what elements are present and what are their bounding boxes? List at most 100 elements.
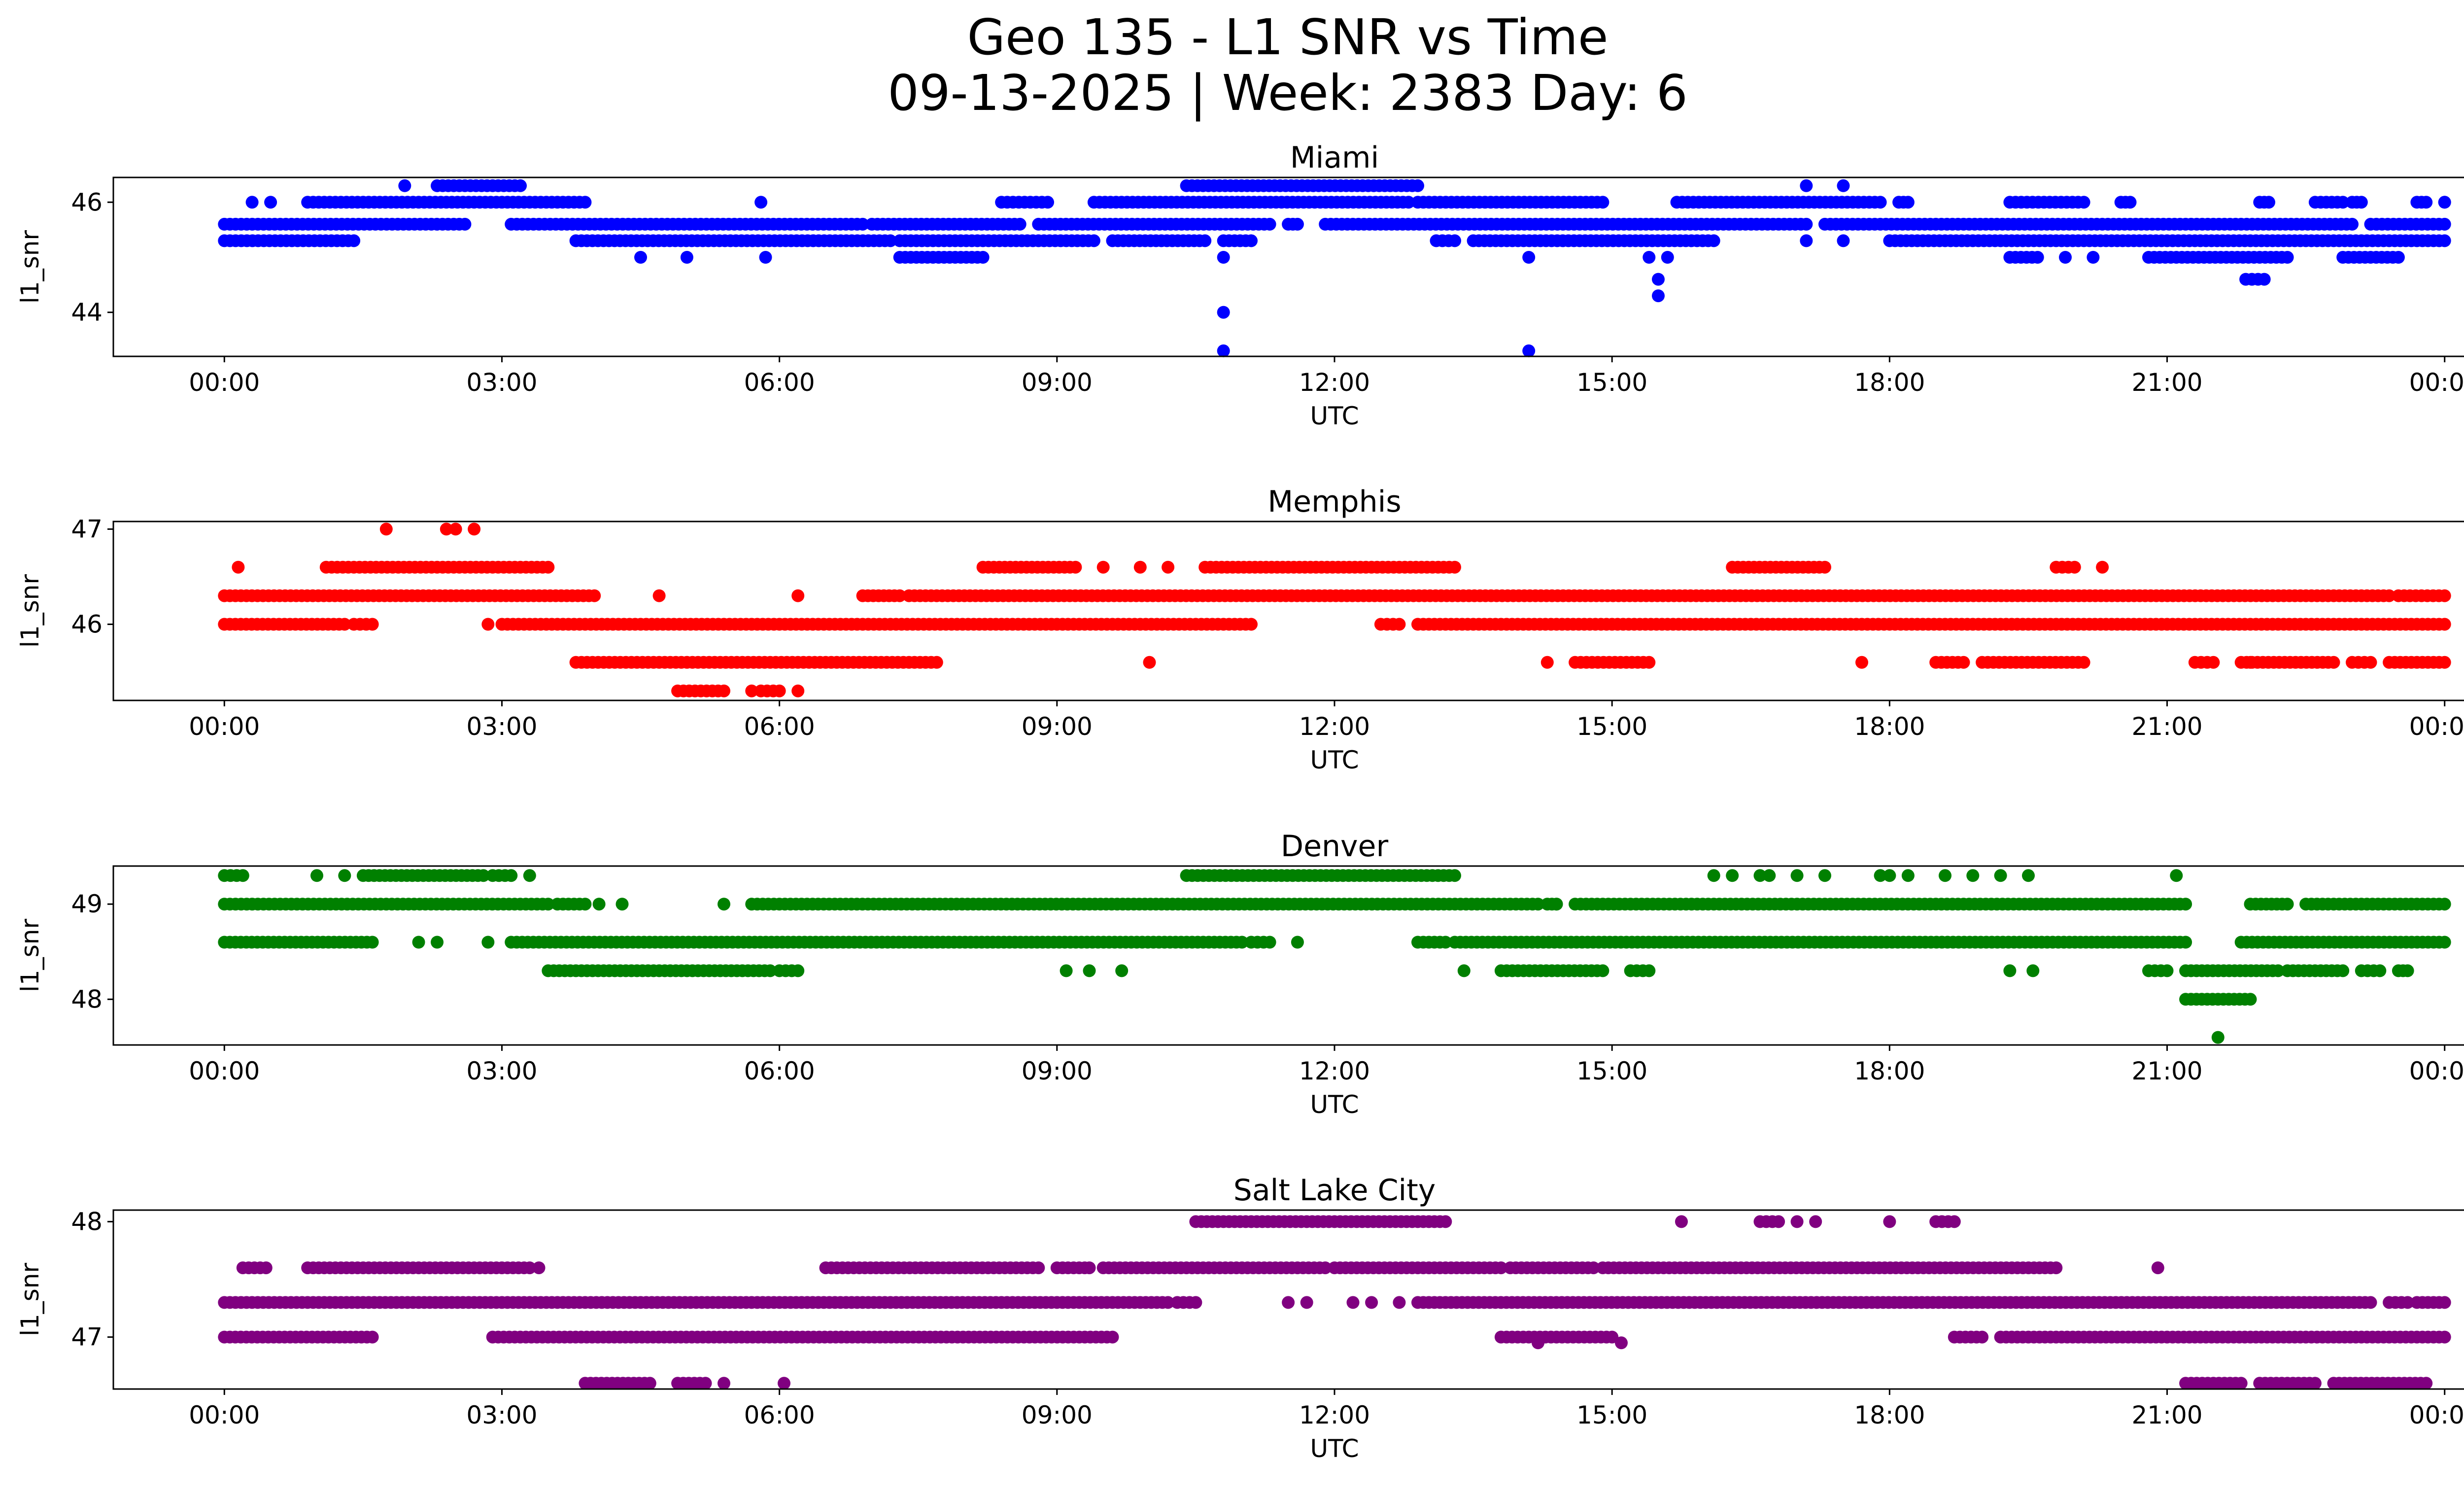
data-point (514, 179, 527, 192)
x-tick-label: 18:00 (1854, 1401, 1925, 1429)
data-point (718, 684, 730, 697)
data-point (773, 684, 786, 697)
y-tick-label: 49 (71, 890, 103, 918)
data-point (2170, 869, 2183, 882)
data-point (1818, 560, 1831, 574)
x-tick-label: 18:00 (1854, 1057, 1925, 1085)
y-tick-label: 46 (71, 610, 103, 639)
x-tick-label: 00:00 (2409, 712, 2464, 741)
data-point (1402, 196, 1415, 209)
data-point (791, 589, 805, 602)
data-point (2438, 1296, 2451, 1309)
data-point (542, 898, 555, 911)
data-point (1790, 869, 1804, 882)
data-point (1319, 1261, 1332, 1275)
panel-title: Miami (1290, 140, 1379, 175)
data-point (791, 684, 805, 697)
chart-title-line1: Geo 135 - L1 SNR vs Time (967, 8, 1608, 66)
data-point (1448, 560, 1461, 574)
panel-memphis: Memphis 46 47 00:00 03:00 06:00 09:00 12:00 15:0… (16, 485, 2464, 774)
data-point (1800, 234, 1813, 247)
x-tick-label: 15:00 (1576, 1401, 1647, 1429)
data-point (1643, 964, 1656, 977)
x-tick-label: 03:00 (466, 1057, 537, 1085)
data-point (366, 936, 379, 949)
x-tick-label: 00:00 (189, 1401, 260, 1429)
data-point (579, 196, 592, 209)
data-point (1790, 1215, 1804, 1228)
data-point (592, 898, 606, 911)
data-point (2373, 964, 2387, 977)
panel-miami: Miami 44 46 00:00 03:00 06:00 09:00 12:00 15:00 1… (16, 140, 2464, 430)
data-point (1874, 196, 1887, 209)
x-tick-label: 12:00 (1299, 712, 1370, 741)
x-tick-label: 21:00 (2131, 1401, 2202, 1429)
data-point (1652, 289, 1665, 303)
data-point (259, 1261, 273, 1275)
data-point (1217, 251, 1230, 264)
data-point (2392, 251, 2405, 264)
data-point (2346, 217, 2359, 231)
x-tick-label: 18:00 (1854, 368, 1925, 397)
data-point (1198, 234, 1212, 247)
data-point (1550, 898, 1563, 911)
x-tick-label: 09:00 (1022, 1401, 1093, 1429)
data-point (1393, 1296, 1406, 1309)
data-point (1106, 1330, 1119, 1344)
panel-title: Salt Lake City (1233, 1173, 1436, 1208)
data-point (754, 196, 768, 209)
panel-salt-lake-city: Salt Lake City 47 48 00:00 03:00 06:00 09:00 12… (16, 1173, 2464, 1463)
y-tick-label: 44 (71, 298, 103, 327)
data-point (1087, 234, 1100, 247)
data-point (1069, 560, 1082, 574)
data-point (236, 869, 249, 882)
x-tick-label: 21:00 (2131, 712, 2202, 741)
data-point (1661, 251, 1674, 264)
data-point (2077, 656, 2090, 669)
data-point (1133, 560, 1147, 574)
data-point (1837, 234, 1850, 247)
data-point (1939, 869, 1951, 882)
data-point (759, 251, 772, 264)
data-point (505, 869, 518, 882)
data-point (1032, 1261, 1045, 1275)
data-point (1439, 1215, 1452, 1228)
data-point (1235, 936, 1249, 949)
data-point (1448, 869, 1461, 882)
data-point (1217, 344, 1230, 357)
data-point (1457, 964, 1471, 977)
data-point (1189, 1296, 1202, 1309)
panels: Miami 44 46 00:00 03:00 06:00 09:00 12:00 15:00 1… (16, 140, 2464, 1463)
data-point (1652, 273, 1665, 286)
data-point (2077, 196, 2090, 209)
data-point (2438, 936, 2451, 949)
data-points (218, 1215, 2451, 1390)
data-point (1643, 251, 1656, 264)
data-point (616, 898, 629, 911)
y-tick-label: 46 (71, 188, 103, 216)
data-point (1300, 1296, 1313, 1309)
y-axis-label: l1_snr (16, 1263, 44, 1336)
x-tick-label: 03:00 (466, 368, 537, 397)
data-point (1837, 179, 1850, 192)
data-point (930, 656, 943, 669)
data-point (481, 936, 495, 949)
x-tick-label: 06:00 (744, 1401, 815, 1429)
data-point (1291, 217, 1304, 231)
plot-frame (112, 865, 2464, 1046)
data-point (477, 869, 490, 882)
y-axis-label: l1_snr (16, 574, 44, 648)
data-point (1901, 869, 1915, 882)
data-point (245, 196, 259, 209)
data-point (1540, 656, 1554, 669)
data-point (1753, 869, 1767, 882)
data-point (1772, 1215, 1785, 1228)
x-tick-label: 06:00 (744, 712, 815, 741)
data-point (1800, 217, 1813, 231)
data-point (2401, 1296, 2414, 1309)
data-point (523, 1261, 536, 1275)
data-point (1439, 936, 1452, 949)
data-point (699, 1377, 712, 1390)
data-point (347, 234, 361, 247)
data-point (1346, 1296, 1360, 1309)
